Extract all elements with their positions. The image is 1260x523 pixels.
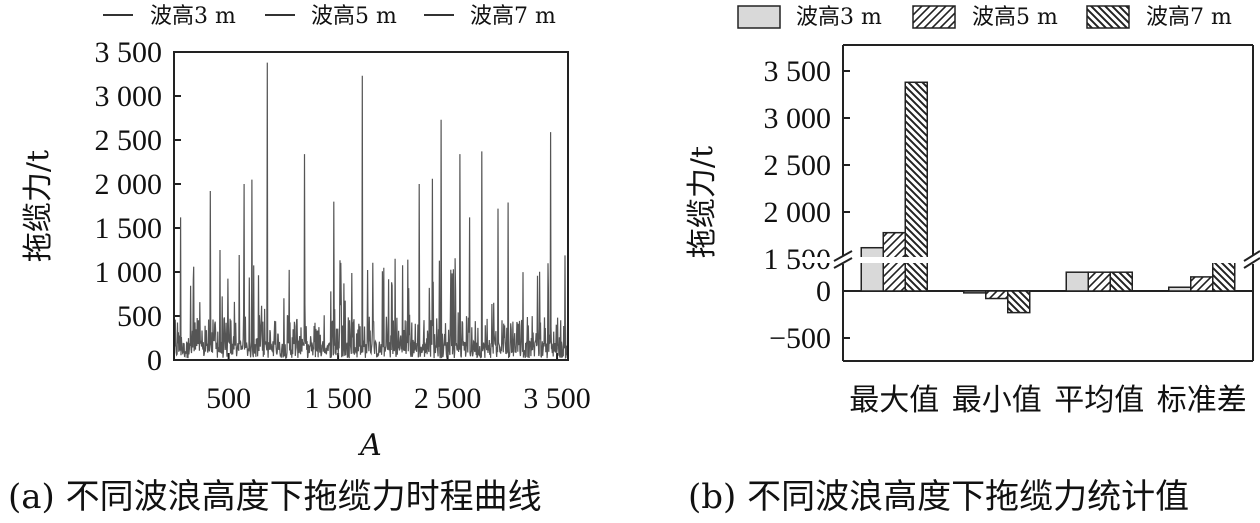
legend-a-label-2: 波高5 m — [311, 4, 397, 29]
bars-b — [860, 81, 1236, 314]
legend-b-label-2: 波高5 m — [972, 5, 1058, 30]
y-tick-label-b: 3 500 — [764, 55, 832, 88]
y-axis-title-a: 拖缆力/t — [21, 150, 56, 262]
legend-a-label-3: 波高7 m — [470, 4, 556, 29]
bar-b — [1109, 271, 1133, 292]
category-label-b: 最大值 — [849, 383, 939, 418]
caption-b: (b) 不同波浪高度下拖缆力统计值 — [688, 477, 1189, 517]
legend-b-label-1: 波高3 m — [796, 5, 882, 30]
y-tick-label-b: 2 500 — [764, 149, 832, 182]
bar-b — [860, 246, 884, 292]
y-tick-label-a: 500 — [117, 300, 162, 333]
bar-b — [1190, 276, 1214, 292]
y-tick-label-b: 3 000 — [764, 102, 832, 135]
bar-b — [1065, 271, 1089, 292]
legend-a: 波高3 m 波高5 m 波高7 m — [103, 4, 556, 29]
x-tick-label-a: 2 500 — [414, 382, 482, 415]
axis-break-marks-b — [800, 250, 1260, 269]
x-axis-ticks-a: 500 1 500 2 500 3 500 — [206, 353, 591, 415]
caption-a: (a) 不同波浪高度下拖缆力时程曲线 — [8, 477, 542, 517]
panel-a: 波高3 m 波高5 m 波高7 m 0 500 1 000 1 500 2 000 2 5… — [8, 4, 591, 517]
y-tick-label-b: −500 — [769, 322, 831, 355]
x-tick-label-a: 3 500 — [523, 382, 591, 415]
y-tick-label-b: 2 000 — [764, 196, 832, 229]
legend-b-swatch-2 — [912, 5, 956, 29]
x-tick-label-a: 500 — [206, 382, 251, 415]
legend-a-label-1: 波高3 m — [150, 4, 236, 29]
plot-frame-a — [173, 51, 569, 361]
legend-b-swatch-3 — [1086, 5, 1130, 29]
y-axis-title-b: 拖缆力/t — [685, 146, 720, 258]
bar-b — [963, 290, 987, 294]
y-tick-label-a: 3 500 — [95, 36, 163, 69]
bar-b — [985, 290, 1009, 300]
legend-b: 波高3 m 波高5 m 波高7 m — [737, 5, 1232, 30]
x-tick-label-a: 1 500 — [304, 382, 372, 415]
x-axis-title-a: A — [357, 428, 382, 463]
category-label-b: 最小值 — [952, 383, 1042, 418]
bar-b — [1087, 271, 1111, 292]
series-lines-a — [173, 62, 569, 360]
y-tick-label-a: 1 500 — [95, 212, 163, 245]
plot-frame-b — [842, 44, 1254, 362]
y-tick-label-a: 0 — [147, 344, 162, 377]
y-tick-label-a: 2 000 — [95, 168, 163, 201]
category-label-b: 平均值 — [1054, 383, 1144, 418]
category-label-b: 标准差 — [1157, 383, 1247, 418]
bar-b — [1168, 286, 1192, 292]
bar-b — [1212, 261, 1236, 292]
bar-b — [904, 81, 928, 292]
y-tick-label-a: 3 000 — [95, 80, 163, 113]
y-axis-ticks-a: 0 500 1 000 1 500 2 000 2 500 3 000 3 500 — [95, 36, 181, 377]
y-tick-label-b: 0 — [816, 275, 831, 308]
category-labels-b: 最大值 最小值 平均值 标准差 — [849, 383, 1247, 418]
legend-b-swatch-1 — [737, 5, 781, 29]
legend-b-label-3: 波高7 m — [1146, 5, 1232, 30]
y-tick-label-a: 2 500 — [95, 124, 163, 157]
bar-b — [1007, 290, 1031, 314]
y-tick-label-a: 1 000 — [95, 256, 163, 289]
series-line-a — [173, 62, 569, 360]
